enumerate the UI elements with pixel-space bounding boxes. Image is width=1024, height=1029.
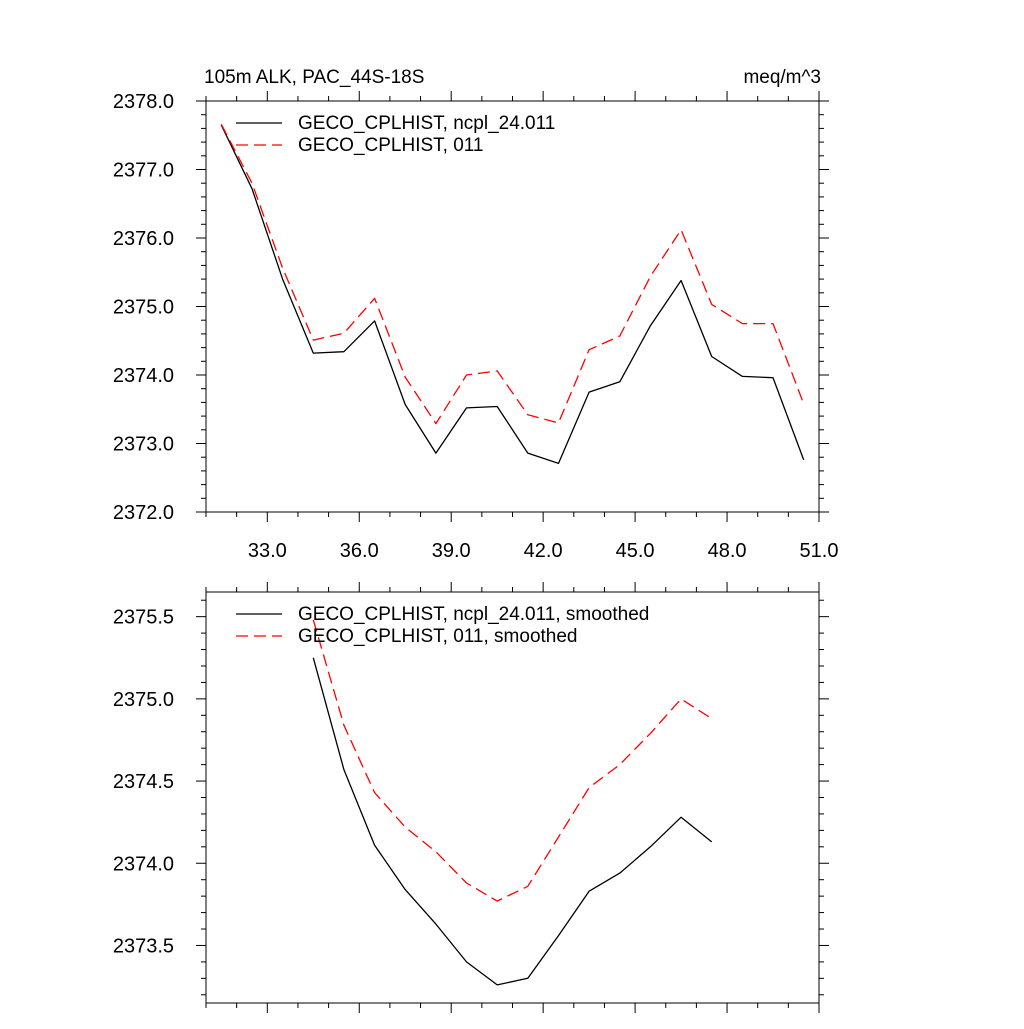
x-tick-label: 51.0 [800,540,839,562]
series-line-2 [312,619,713,902]
y-tick-label: 2375.0 [113,297,174,319]
legend-label-1: GECO_CPLHIST, ncpl_24.011, smoothed [298,604,649,625]
series-line-1 [220,124,805,465]
x-tick-label: 39.0 [432,540,471,562]
chart-title: 105m ALK, PAC_44S-18S [204,67,424,88]
y-tick-label: 2374.5 [113,771,174,793]
chart-panel-1: 105m ALK, PAC_44S-18S meq/m^3 33.0 36.0 39.0… [113,67,839,562]
y-tick-label: 2374.0 [113,853,174,875]
x-tick-label: 48.0 [708,540,747,562]
y-tick-label: 2375.0 [113,689,174,711]
y-tick-label: 2377.0 [113,160,174,182]
plot-frame [205,591,820,1004]
x-tick-label: 45.0 [616,540,655,562]
y-tick-label: 2373.5 [113,935,174,957]
chart-units: meq/m^3 [743,67,821,88]
x-tick-label: 33.0 [248,540,287,562]
legend-label-2: GECO_CPLHIST, 011 [298,135,484,156]
x-tick-label: 42.0 [524,540,563,562]
y-tick-label: 2372.0 [113,502,174,524]
y-tick-label: 2378.0 [113,91,174,113]
y-tick-label: 2376.0 [113,228,174,250]
x-tick-label: 36.0 [340,540,379,562]
y-tick-label: 2374.0 [113,365,174,387]
y-tick-label: 2373.0 [113,434,174,456]
legend-label-2: GECO_CPLHIST, 011, smoothed [298,626,578,647]
legend-label-1: GECO_CPLHIST, ncpl_24.011 [298,113,555,134]
series-line-2 [220,123,805,425]
chart-panel-2: 2373.5 2374.0 2374.5 2375.0 2375.5 GECO_CPLHI… [113,582,829,1013]
plot-frame [205,100,820,513]
y-tick-label: 2375.5 [113,607,174,629]
series-line-1 [312,657,713,986]
